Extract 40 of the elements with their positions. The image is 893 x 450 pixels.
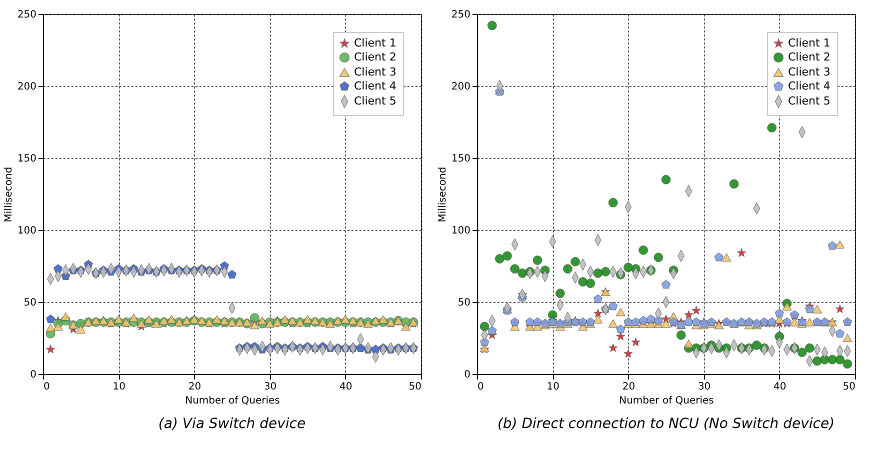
x-tick-label: 20 bbox=[188, 382, 202, 392]
x-tick-label: 40 bbox=[774, 382, 786, 392]
y-axis-title: Millisecond bbox=[3, 166, 14, 222]
y-tick-label: 150 bbox=[451, 154, 470, 164]
y-tick-label: 50 bbox=[458, 298, 470, 308]
y-axis-title: Millisecond bbox=[437, 166, 448, 222]
legend-label: Client 5 bbox=[788, 94, 830, 108]
x-tick-label: 30 bbox=[698, 382, 711, 392]
y-tick-label: 200 bbox=[451, 82, 470, 92]
x-tick-label: 10 bbox=[112, 382, 126, 392]
y-tick-label: 50 bbox=[24, 298, 36, 308]
y-tick-label: 250 bbox=[451, 10, 470, 20]
y-tick-label: 0 bbox=[30, 370, 36, 380]
legend-label: Client 4 bbox=[788, 80, 830, 92]
legend-label: Client 1 bbox=[788, 36, 830, 50]
text: (b) Direct connection to NCU (No Switch device) bbox=[497, 416, 835, 432]
x-tick-label: 30 bbox=[264, 382, 277, 392]
legend-label: Client 5 bbox=[354, 94, 396, 108]
x-tick-label: 0 bbox=[44, 382, 50, 392]
x-tick-label: 0 bbox=[478, 382, 484, 392]
y-tick-label: 150 bbox=[17, 154, 36, 164]
x-tick-label: 50 bbox=[408, 382, 422, 392]
legend-label: Client 3 bbox=[354, 66, 396, 78]
y-tick-label: 250 bbox=[17, 10, 36, 20]
x-tick-label: 20 bbox=[622, 382, 636, 392]
x-axis-title: Number of Queries bbox=[185, 396, 280, 406]
legend-label: Client 2 bbox=[788, 50, 830, 64]
y-tick-label: 100 bbox=[17, 226, 36, 236]
legend-label: Client 2 bbox=[354, 50, 396, 64]
x-tick-label: 40 bbox=[340, 382, 352, 392]
x-tick-label: 50 bbox=[842, 382, 856, 392]
legend-label: Client 4 bbox=[354, 80, 396, 92]
text: (a) Via Switch device bbox=[158, 416, 306, 432]
x-axis-title: Number of Queries bbox=[619, 396, 714, 406]
y-tick-label: 200 bbox=[17, 82, 36, 92]
legend-label: Client 1 bbox=[354, 36, 396, 50]
legend-label: Client 3 bbox=[788, 66, 830, 78]
y-tick-label: 0 bbox=[464, 370, 470, 380]
y-tick-label: 100 bbox=[451, 226, 470, 236]
x-tick-label: 10 bbox=[546, 382, 560, 392]
